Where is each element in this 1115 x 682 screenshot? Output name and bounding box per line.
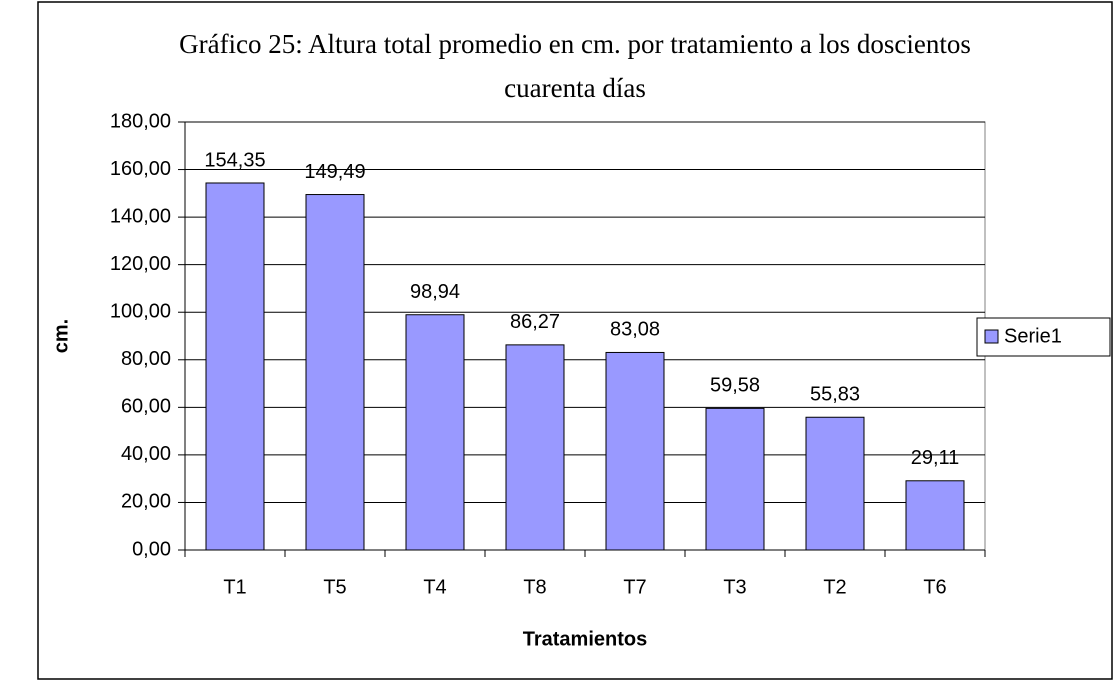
y-tick-label: 120,00: [110, 253, 171, 275]
y-tick-label: 160,00: [110, 158, 171, 180]
x-axis-label: Tratamientos: [523, 628, 647, 650]
x-tick-label: T2: [823, 576, 846, 598]
y-tick-label: 100,00: [110, 301, 171, 323]
legend-swatch: [984, 329, 999, 344]
x-tick-label: T4: [423, 576, 446, 598]
data-label: 149,49: [304, 161, 365, 183]
data-label: 59,58: [710, 375, 760, 397]
bar: [705, 407, 765, 551]
y-tick-label: 60,00: [121, 396, 171, 418]
y-tick-label: 80,00: [121, 348, 171, 370]
data-label: 86,27: [510, 311, 560, 333]
data-label: 55,83: [810, 384, 860, 406]
bar: [505, 344, 565, 551]
data-label: 29,11: [911, 447, 960, 469]
y-tick-label: 180,00: [110, 110, 171, 132]
data-label: 154,35: [204, 149, 265, 171]
y-tick-label: 0,00: [132, 538, 171, 560]
x-tick-label: T3: [723, 576, 746, 598]
x-tick-label: T8: [523, 576, 546, 598]
y-tick-label: 20,00: [121, 491, 171, 513]
x-tick-label: T7: [623, 576, 646, 598]
x-tick-label: T1: [223, 576, 246, 598]
x-tick-label: T5: [323, 576, 346, 598]
y-axis-label: cm.: [50, 319, 72, 353]
chart-title: Gráfico 25: Altura total promedio en cm.…: [179, 29, 971, 103]
x-tick-label: T6: [923, 576, 946, 598]
bar: [905, 480, 965, 551]
bar: [305, 194, 365, 551]
data-label: 83,08: [610, 319, 660, 341]
y-tick-label: 140,00: [110, 205, 171, 227]
data-label: 98,94: [410, 281, 460, 303]
bar: [205, 182, 265, 551]
bar: [605, 351, 665, 551]
bar: [805, 416, 865, 551]
bar: [405, 314, 465, 551]
legend-box: [976, 317, 1111, 357]
y-tick-label: 40,00: [121, 443, 171, 465]
legend-label: Serie1: [1004, 325, 1062, 347]
